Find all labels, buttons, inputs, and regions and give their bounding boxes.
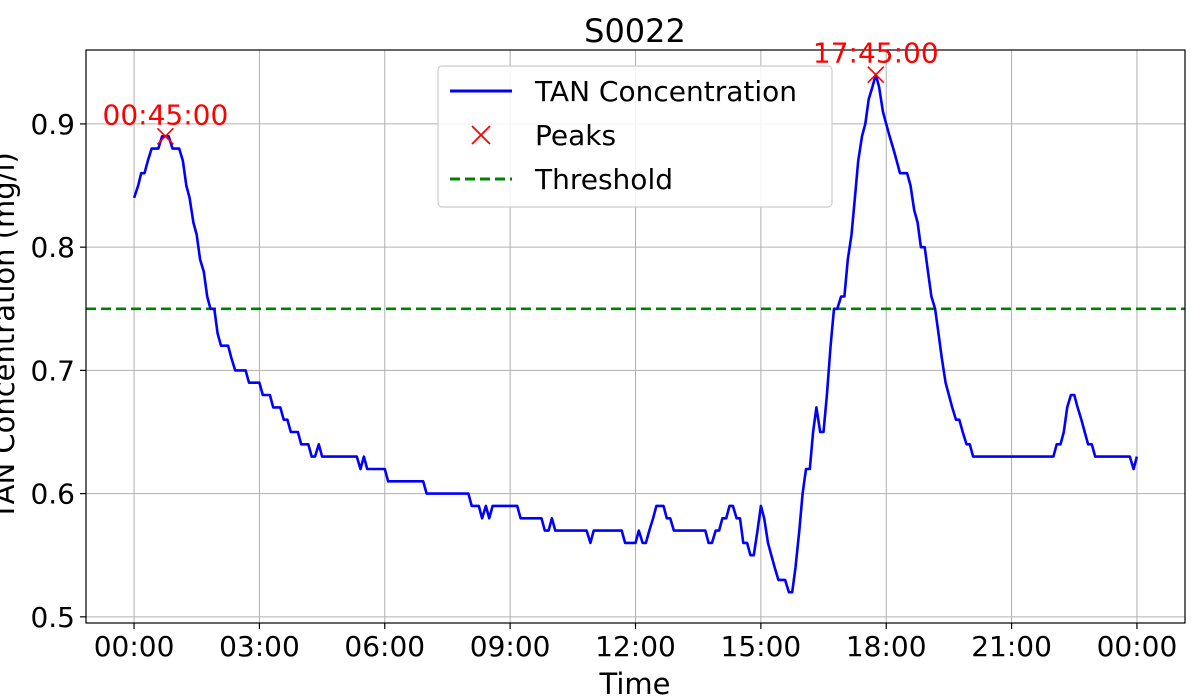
x-tick-label: 03:00 <box>219 630 300 663</box>
legend-label-threshold: Threshold <box>534 163 673 196</box>
x-tick-label: 18:00 <box>846 630 927 663</box>
x-tick-label: 06:00 <box>344 630 425 663</box>
y-tick-label: 0.5 <box>30 601 75 634</box>
x-tick-label: 00:00 <box>94 630 175 663</box>
legend: TAN Concentration Peaks Threshold <box>437 65 833 208</box>
legend-box <box>437 65 833 208</box>
ticks: 00:00 03:00 06:00 09:00 12:00 15:00 18:00 21:00… <box>30 108 1177 663</box>
x-tick-label: 09:00 <box>470 630 551 663</box>
y-tick-label: 0.9 <box>30 108 75 141</box>
legend-label-tan: TAN Concentration <box>534 75 797 108</box>
y-axis-label: TAN Concentration (mg/l) <box>0 152 21 521</box>
peak-label: 00:45:00 <box>103 98 229 131</box>
y-tick-label: 0.6 <box>30 478 75 511</box>
peak-marker <box>867 66 885 84</box>
y-tick-label: 0.7 <box>30 354 75 387</box>
x-tick-label: 21:00 <box>971 630 1052 663</box>
y-tick-label: 0.8 <box>30 231 75 264</box>
x-tick-label: 15:00 <box>721 630 802 663</box>
peak-labels: 00:45:00 17:45:00 <box>103 37 939 145</box>
legend-label-peaks: Peaks <box>535 119 616 152</box>
x-axis-label: Time <box>599 667 671 700</box>
legend-swatch-peaks <box>471 125 491 145</box>
peak-marker <box>156 127 174 145</box>
peak-label: 17:45:00 <box>813 37 939 70</box>
x-tick-label: 12:00 <box>595 630 676 663</box>
plot-area <box>86 73 1185 594</box>
x-tick-label: 00:00 <box>1097 630 1178 663</box>
series-line-tan-concentration <box>132 73 1139 594</box>
chart-title: S0022 <box>584 12 686 50</box>
